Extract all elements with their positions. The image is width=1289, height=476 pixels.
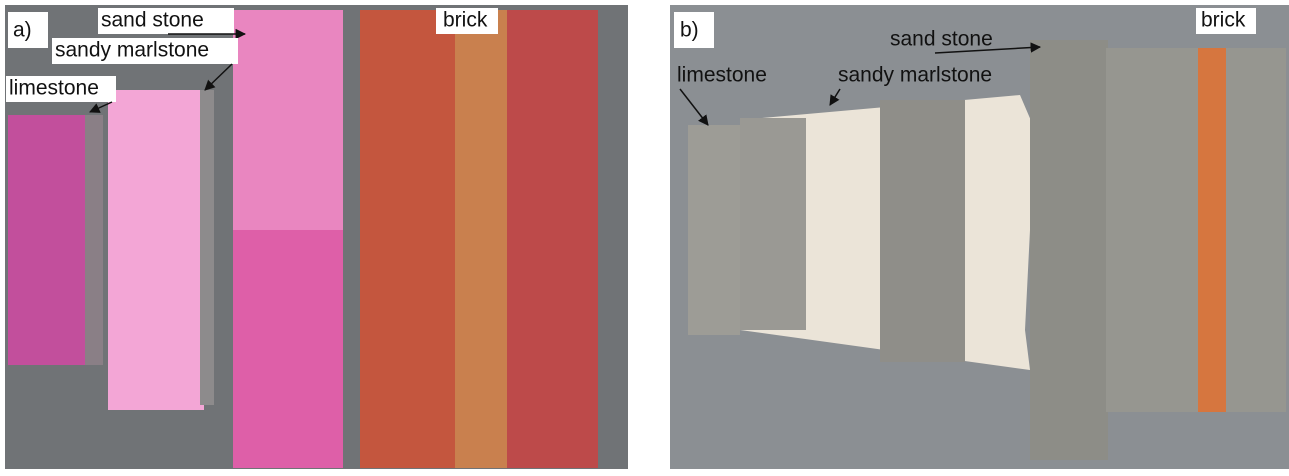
limestone-sample	[688, 125, 740, 335]
annotation: brick	[443, 9, 488, 32]
annotation: brick	[1201, 9, 1246, 32]
brick-core	[455, 10, 507, 468]
annotation: sand stone	[890, 28, 993, 51]
panel-label: b)	[680, 19, 699, 42]
panel-a: a) brick sand stone sandy marlstone lime…	[5, 5, 628, 469]
stained-band	[740, 118, 806, 330]
annotation: limestone	[677, 64, 767, 87]
figure: a) brick sand stone sandy marlstone lime…	[0, 0, 1289, 471]
sand-stone-stained	[233, 230, 343, 468]
limestone-side	[85, 115, 103, 365]
brick-sample	[1106, 48, 1286, 412]
sand-stone-sample	[1030, 40, 1108, 460]
annotation: sand stone	[101, 9, 204, 32]
panel-b: b) brick sand stone limestone sandy marl…	[670, 5, 1289, 469]
panel-label: a)	[13, 19, 32, 42]
annotation: sandy marlstone	[838, 64, 992, 87]
brick-stained	[507, 10, 598, 468]
annotation: limestone	[9, 77, 99, 100]
sandy-marlstone-sample	[108, 90, 204, 410]
sandy-marlstone-side	[200, 90, 214, 405]
page: a) brick sand stone sandy marlstone lime…	[0, 0, 1289, 476]
brick-core	[1198, 48, 1226, 412]
annotation: sandy marlstone	[55, 39, 209, 62]
stained-band	[880, 100, 965, 362]
